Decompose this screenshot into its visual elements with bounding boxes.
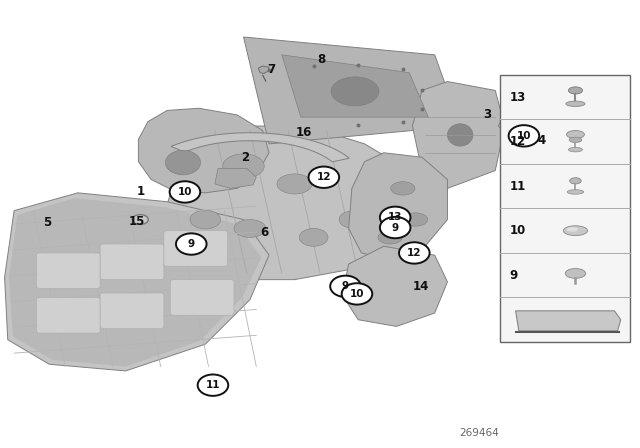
Circle shape [330, 276, 361, 297]
Text: 12: 12 [407, 248, 422, 258]
Text: 11: 11 [509, 180, 525, 193]
Circle shape [380, 207, 410, 228]
FancyBboxPatch shape [100, 293, 164, 329]
Ellipse shape [391, 182, 415, 195]
Ellipse shape [563, 226, 588, 236]
Polygon shape [499, 108, 556, 144]
Polygon shape [342, 246, 447, 327]
Ellipse shape [447, 124, 473, 146]
Text: 16: 16 [295, 126, 312, 139]
Text: 14: 14 [413, 280, 429, 293]
Ellipse shape [567, 190, 584, 194]
Text: 9: 9 [342, 281, 349, 291]
Text: 13: 13 [388, 212, 403, 222]
FancyBboxPatch shape [36, 253, 100, 289]
Text: 11: 11 [205, 380, 220, 390]
Text: 12: 12 [509, 135, 525, 148]
Ellipse shape [300, 228, 328, 246]
Ellipse shape [132, 215, 148, 224]
Polygon shape [349, 153, 447, 260]
Text: 5: 5 [43, 216, 51, 229]
Ellipse shape [277, 174, 312, 194]
Text: 3: 3 [483, 108, 491, 121]
Text: 8: 8 [317, 53, 325, 66]
Polygon shape [171, 133, 349, 162]
Ellipse shape [166, 151, 200, 175]
Text: 9: 9 [188, 239, 195, 249]
Ellipse shape [331, 77, 379, 106]
Polygon shape [412, 82, 505, 188]
Polygon shape [516, 311, 621, 331]
Text: 6: 6 [260, 226, 268, 239]
Text: 12: 12 [317, 172, 331, 182]
Text: 9: 9 [392, 223, 399, 233]
Ellipse shape [234, 220, 266, 237]
Ellipse shape [566, 101, 585, 107]
Polygon shape [164, 126, 415, 280]
Polygon shape [215, 168, 256, 188]
FancyBboxPatch shape [500, 75, 630, 342]
Ellipse shape [566, 130, 584, 138]
Ellipse shape [378, 231, 402, 244]
FancyBboxPatch shape [164, 231, 228, 266]
Polygon shape [138, 108, 269, 193]
Ellipse shape [569, 137, 582, 142]
Polygon shape [4, 193, 269, 371]
Polygon shape [258, 66, 269, 73]
Text: 10: 10 [178, 187, 192, 197]
Text: 15: 15 [128, 215, 145, 228]
Ellipse shape [190, 210, 221, 229]
Text: 2: 2 [241, 151, 249, 164]
Circle shape [198, 375, 228, 396]
Circle shape [509, 125, 540, 146]
Ellipse shape [568, 87, 582, 94]
Ellipse shape [565, 268, 586, 278]
Circle shape [399, 242, 429, 263]
Ellipse shape [223, 154, 264, 178]
Polygon shape [244, 37, 460, 144]
Text: 1: 1 [136, 185, 145, 198]
FancyBboxPatch shape [100, 244, 164, 280]
Ellipse shape [403, 213, 428, 226]
Polygon shape [9, 198, 261, 366]
Circle shape [170, 181, 200, 202]
Circle shape [308, 167, 339, 188]
FancyBboxPatch shape [170, 280, 234, 315]
Polygon shape [282, 55, 428, 117]
Text: 9: 9 [509, 269, 518, 282]
Circle shape [176, 233, 207, 255]
Text: 13: 13 [509, 90, 525, 103]
Circle shape [342, 283, 372, 305]
Text: 4: 4 [538, 134, 546, 147]
Ellipse shape [566, 227, 578, 232]
Text: 269464: 269464 [460, 428, 499, 438]
Ellipse shape [339, 211, 365, 228]
FancyBboxPatch shape [36, 297, 100, 333]
Text: 10: 10 [516, 131, 531, 141]
Text: 10: 10 [349, 289, 364, 299]
Text: 7: 7 [268, 63, 276, 76]
Circle shape [380, 217, 410, 238]
Ellipse shape [568, 147, 582, 152]
Text: 10: 10 [509, 224, 525, 237]
Ellipse shape [570, 178, 581, 184]
